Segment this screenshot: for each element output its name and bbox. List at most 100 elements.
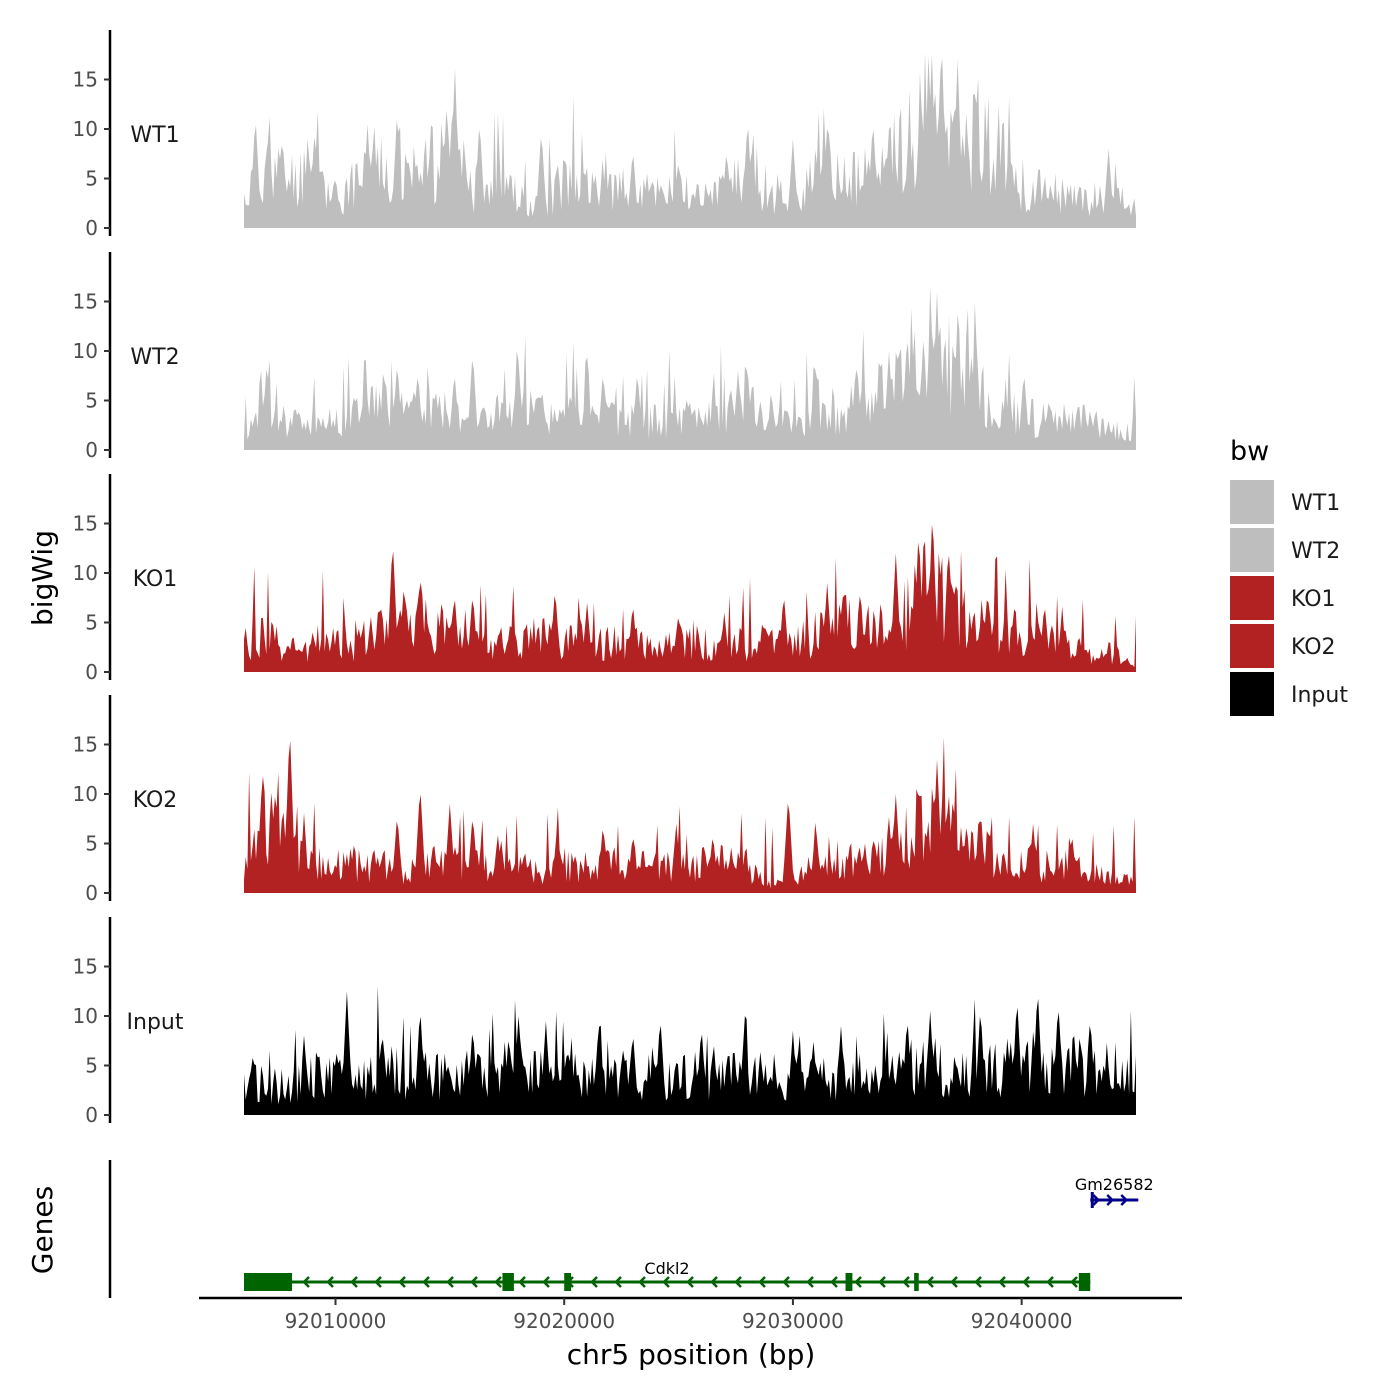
y-tick-label: 0 bbox=[85, 1103, 98, 1127]
coverage-area-wt1 bbox=[244, 52, 1136, 228]
legend-label: KO2 bbox=[1291, 635, 1336, 660]
y-tick-label: 0 bbox=[85, 660, 98, 684]
coverage-area-ko1 bbox=[244, 524, 1136, 672]
y-tick-label: 10 bbox=[73, 117, 98, 141]
strand-arrow bbox=[950, 1276, 958, 1288]
strand-arrow bbox=[902, 1276, 910, 1288]
gene-label: Gm26582 bbox=[1075, 1175, 1154, 1194]
coverage-area-ko2 bbox=[244, 737, 1136, 893]
strand-arrow bbox=[1022, 1276, 1030, 1288]
strand-arrow bbox=[854, 1276, 862, 1288]
strand-arrow bbox=[302, 1276, 310, 1288]
strand-arrow bbox=[1046, 1276, 1054, 1288]
legend-label: WT1 bbox=[1291, 491, 1340, 516]
strand-arrow bbox=[926, 1276, 934, 1288]
track-panel-ko1: 0 5 10 15 KO1 bbox=[73, 474, 1136, 684]
strand-arrow bbox=[422, 1276, 430, 1288]
strand-arrow bbox=[1120, 1194, 1129, 1206]
track-panel-ko2: 0 5 10 15 KO2 bbox=[73, 695, 1136, 905]
strand-arrow bbox=[566, 1276, 574, 1288]
gene-exon bbox=[845, 1273, 853, 1291]
y-tick-label: 0 bbox=[85, 216, 98, 240]
strand-arrow bbox=[806, 1276, 814, 1288]
track-label: Input bbox=[127, 1010, 184, 1035]
strand-arrow bbox=[638, 1276, 646, 1288]
x-tick-label: 92010000 bbox=[285, 1309, 387, 1333]
gene-cdkl2: Cdkl2 bbox=[244, 1259, 1091, 1291]
strand-arrow bbox=[542, 1276, 550, 1288]
x-axis: 92010000 92020000 92030000 92040000 bbox=[199, 1296, 1182, 1333]
strand-arrow bbox=[686, 1276, 694, 1288]
genes-axis-title: Genes bbox=[26, 1186, 59, 1274]
strand-arrow bbox=[494, 1276, 502, 1288]
strand-arrow bbox=[734, 1276, 742, 1288]
y-tick-label: 5 bbox=[85, 611, 98, 635]
strand-arrow bbox=[710, 1276, 718, 1288]
y-tick-label: 5 bbox=[85, 167, 98, 191]
legend-label: KO1 bbox=[1291, 587, 1336, 612]
strand-arrow bbox=[662, 1276, 670, 1288]
y-tick-label: 10 bbox=[73, 561, 98, 585]
track-label: WT2 bbox=[130, 345, 179, 370]
legend-title: bw bbox=[1230, 436, 1269, 467]
strand-arrow bbox=[782, 1276, 790, 1288]
y-tick-label: 10 bbox=[73, 339, 98, 363]
track-label: KO2 bbox=[133, 788, 178, 813]
coverage-area-wt2 bbox=[244, 286, 1136, 450]
strand-arrow bbox=[518, 1276, 526, 1288]
y-tick-label: 10 bbox=[73, 782, 98, 806]
strand-arrow bbox=[878, 1276, 886, 1288]
y-tick-label: 15 bbox=[73, 512, 98, 536]
track-panels: 0 5 10 15 WT1 0 5 10 15 WT2 0 5 10 15 KO1 0 5 10 15 KO2 0 5 10… bbox=[73, 30, 1136, 1127]
y-tick-label: 0 bbox=[85, 438, 98, 462]
y-tick-label: 15 bbox=[73, 955, 98, 979]
track-panel-input: 0 5 10 15 Input bbox=[73, 917, 1136, 1127]
y-tick-label: 15 bbox=[73, 68, 98, 92]
track-label: WT1 bbox=[130, 123, 179, 148]
strand-arrow bbox=[1092, 1194, 1101, 1206]
y-axis-title: bigWig bbox=[26, 530, 59, 626]
legend-key-ko2 bbox=[1230, 624, 1274, 668]
y-tick-label: 5 bbox=[85, 389, 98, 413]
genes-panel: Cdkl2 Gm26582 bbox=[108, 1160, 1154, 1298]
gene-exon bbox=[1078, 1273, 1091, 1291]
gene-exon bbox=[914, 1273, 919, 1291]
strand-arrow bbox=[590, 1276, 598, 1288]
x-tick-label: 92020000 bbox=[513, 1309, 615, 1333]
track-label: KO1 bbox=[133, 567, 178, 592]
strand-arrow bbox=[446, 1276, 454, 1288]
y-tick-label: 5 bbox=[85, 1054, 98, 1078]
strand-arrow bbox=[974, 1276, 982, 1288]
y-tick-label: 15 bbox=[73, 290, 98, 314]
gene-label: Cdkl2 bbox=[644, 1259, 689, 1278]
track-panel-wt2: 0 5 10 15 WT2 bbox=[73, 252, 1136, 462]
legend-key-wt1 bbox=[1230, 480, 1274, 524]
y-tick-label: 0 bbox=[85, 881, 98, 905]
coverage-area-input bbox=[244, 985, 1136, 1115]
strand-arrow bbox=[614, 1276, 622, 1288]
gene-exon bbox=[244, 1273, 293, 1291]
strand-arrow bbox=[326, 1276, 334, 1288]
x-axis-title: chr5 position (bp) bbox=[567, 1338, 816, 1371]
legend-key-wt2 bbox=[1230, 528, 1274, 572]
gene-exon bbox=[502, 1273, 514, 1291]
strand-arrow bbox=[470, 1276, 478, 1288]
y-tick-label: 15 bbox=[73, 733, 98, 757]
legend-key-input bbox=[1230, 672, 1274, 716]
legend-label: WT2 bbox=[1291, 539, 1340, 564]
gene-gm26582: Gm26582 bbox=[1075, 1175, 1154, 1208]
x-tick-label: 92040000 bbox=[971, 1309, 1073, 1333]
legend-key-ko1 bbox=[1230, 576, 1274, 620]
strand-arrow bbox=[758, 1276, 766, 1288]
x-tick-label: 92030000 bbox=[742, 1309, 844, 1333]
legend-label: Input bbox=[1291, 683, 1348, 708]
strand-arrow bbox=[830, 1276, 838, 1288]
strand-arrow bbox=[350, 1276, 358, 1288]
track-panel-wt1: 0 5 10 15 WT1 bbox=[73, 30, 1136, 240]
y-tick-label: 10 bbox=[73, 1004, 98, 1028]
strand-arrow bbox=[998, 1276, 1006, 1288]
y-tick-label: 5 bbox=[85, 832, 98, 856]
legend: bw WT1 WT2 KO1 KO2 Input bbox=[1230, 436, 1348, 716]
strand-arrow bbox=[398, 1276, 406, 1288]
strand-arrow bbox=[374, 1276, 382, 1288]
